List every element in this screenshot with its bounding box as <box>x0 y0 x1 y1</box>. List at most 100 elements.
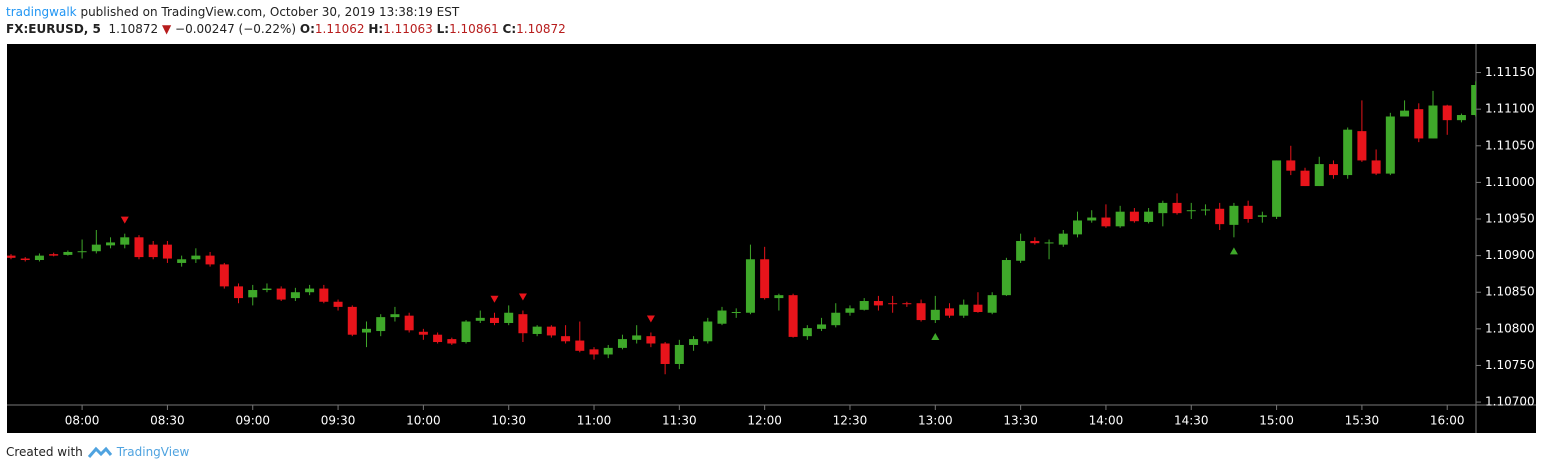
x-tick-label: 14:30 <box>1174 414 1209 428</box>
candle-body <box>248 290 258 298</box>
ohlc-label: O: <box>299 22 315 36</box>
y-tick-label: 1.11000 <box>1485 175 1535 189</box>
last: 1.10872 <box>108 22 159 36</box>
candle-body <box>1001 260 1011 296</box>
candle-body <box>646 336 656 344</box>
candle-body <box>290 292 300 299</box>
candle-body <box>1357 131 1367 161</box>
y-tick-label: 1.10700 <box>1485 395 1535 409</box>
candle-body <box>916 303 926 321</box>
candle-body <box>404 315 414 331</box>
candle-body <box>674 344 684 364</box>
candle-body <box>7 255 16 258</box>
ohlc-label: L: <box>436 22 450 36</box>
sell-signal <box>646 315 655 323</box>
candle-body <box>162 244 172 259</box>
candle-body <box>1129 211 1139 222</box>
ohlc-value: 1.11063 <box>383 22 433 36</box>
direction: ▼ <box>161 22 172 36</box>
x-tick-label: 10:30 <box>491 414 526 428</box>
candle-body <box>945 308 955 316</box>
symbol: FX:EURUSD, 5 <box>6 22 101 36</box>
candle-body <box>1144 211 1154 222</box>
candle-body <box>902 303 912 305</box>
candle-body <box>987 295 997 313</box>
candle-body <box>845 308 855 313</box>
candle-body <box>689 339 699 345</box>
candle-body <box>1286 160 1296 171</box>
change: −0.00247 (−0.22%) <box>175 22 297 36</box>
candle-body <box>91 244 101 252</box>
candle-body <box>1115 211 1125 227</box>
ohlc-value: 1.10861 <box>449 22 499 36</box>
footer-brand[interactable]: TradingView <box>116 445 190 459</box>
candle-body <box>305 288 315 293</box>
candle-body <box>1300 170 1310 187</box>
candle-body <box>461 321 471 343</box>
candle-body <box>1343 129 1353 176</box>
candle-body <box>1215 208 1225 225</box>
plot-area <box>7 81 1476 375</box>
candle-body <box>817 324 827 329</box>
x-tick-label: 13:00 <box>918 414 953 428</box>
candle-body <box>859 301 869 310</box>
candle-body <box>873 301 883 306</box>
candle-body <box>575 340 585 351</box>
y-tick-label: 1.11150 <box>1485 65 1535 79</box>
candle-body <box>831 312 841 326</box>
candle-body <box>276 288 286 300</box>
candle-body <box>1257 215 1267 217</box>
candle-body <box>1243 205 1253 220</box>
y-tick-label: 1.10900 <box>1485 248 1535 262</box>
logo <box>87 446 112 458</box>
candle-body <box>319 288 329 302</box>
candle-body <box>1016 240 1026 261</box>
candle-body <box>1371 160 1381 174</box>
candle-body <box>788 295 798 337</box>
footer-text: Created with <box>6 445 83 459</box>
y-tick-label: 1.11100 <box>1485 102 1535 116</box>
candle-body <box>1428 105 1438 139</box>
candle-body <box>1030 240 1040 244</box>
candle-body <box>34 255 44 261</box>
y-tick-label: 1.10800 <box>1485 321 1535 335</box>
x-tick-label: 09:00 <box>235 414 270 428</box>
candle-body <box>703 321 713 342</box>
buy-signal <box>931 332 940 340</box>
candle-body <box>1328 164 1338 176</box>
candle-body <box>20 258 30 261</box>
candle-body <box>1272 160 1282 217</box>
candle-body <box>973 304 983 313</box>
candle-body <box>959 304 969 316</box>
candle-body <box>205 255 215 265</box>
footer: Created with TradingView <box>6 445 189 459</box>
x-tick-label: 09:30 <box>321 414 356 428</box>
candle-body <box>120 237 130 245</box>
candle-body <box>489 317 499 323</box>
ohlc-value: 1.11062 <box>314 22 365 36</box>
candle-body <box>1200 209 1210 211</box>
candle-body <box>504 312 514 323</box>
candle-body <box>930 309 940 321</box>
candle-body <box>1442 105 1452 121</box>
candle-body <box>77 251 87 253</box>
candle-body <box>1229 205 1239 225</box>
candle-body <box>333 301 343 307</box>
candle-body <box>518 314 528 334</box>
candle-body <box>1385 116 1395 174</box>
candle-body <box>717 310 727 324</box>
x-tick-label: 12:30 <box>833 414 868 428</box>
candle-body <box>1044 242 1054 244</box>
sell-signal <box>120 216 129 224</box>
x-tick-label: 15:00 <box>1259 414 1294 428</box>
candle-body <box>760 259 770 299</box>
candle-body <box>475 317 485 321</box>
x-tick-label: 10:00 <box>406 414 441 428</box>
x-tick-label: 15:30 <box>1345 414 1380 428</box>
candle-body <box>347 306 357 335</box>
author[interactable]: tradingwalk <box>6 5 77 19</box>
candle-body <box>1058 233 1068 245</box>
x-tick-label: 13:30 <box>1003 414 1038 428</box>
candle-body <box>376 317 386 332</box>
